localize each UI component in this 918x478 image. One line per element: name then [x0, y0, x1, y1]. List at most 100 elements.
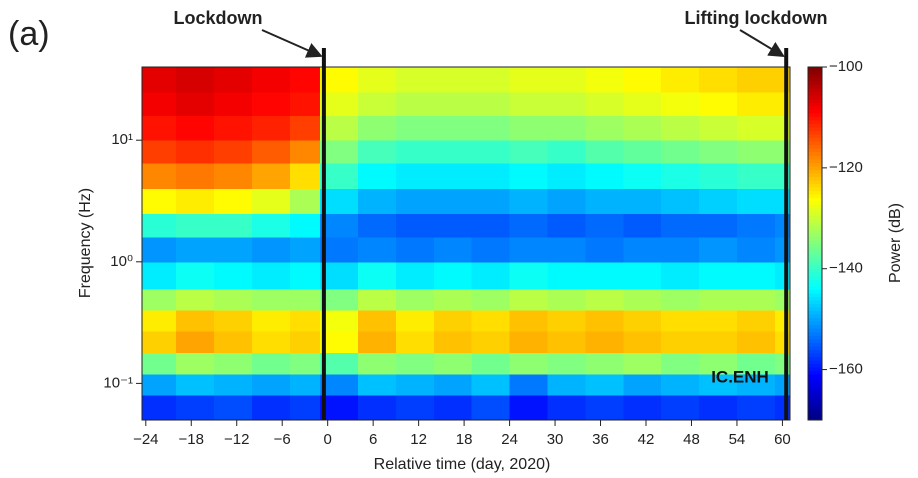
colorbar-step — [808, 416, 822, 421]
cell — [736, 162, 776, 190]
colorbar-step — [808, 296, 822, 301]
colorbar-label: Power (dB) — [887, 203, 904, 283]
cell — [661, 352, 700, 375]
cell — [623, 310, 662, 332]
colorbar-step — [808, 105, 822, 110]
colorbar-step — [808, 169, 822, 174]
cell — [585, 395, 624, 421]
cell — [289, 330, 321, 353]
cell — [471, 115, 511, 141]
cell — [289, 310, 321, 332]
cell — [547, 330, 586, 353]
cell — [214, 288, 253, 311]
colorbar-step — [808, 208, 822, 213]
cell — [358, 162, 397, 190]
cell — [585, 213, 624, 238]
cell — [358, 115, 397, 141]
cell — [251, 288, 291, 311]
colorbar-step — [808, 264, 822, 269]
cell — [358, 373, 397, 396]
cell — [320, 330, 359, 353]
cell — [320, 373, 359, 396]
colorbar-step — [808, 91, 822, 96]
colorbar-step — [808, 232, 822, 237]
cell — [547, 395, 586, 421]
cell — [623, 288, 662, 311]
colorbar-step — [808, 356, 822, 361]
cell — [289, 395, 321, 421]
colorbar-step — [808, 222, 822, 227]
cell — [585, 91, 624, 116]
cell — [433, 162, 473, 190]
cell — [433, 310, 473, 332]
cell — [358, 213, 397, 238]
cell — [358, 67, 397, 93]
colorbar-step — [808, 349, 822, 354]
cell — [661, 261, 700, 290]
cell — [736, 91, 776, 116]
cell — [358, 310, 397, 332]
cell — [585, 288, 624, 311]
cell — [214, 352, 253, 375]
cell — [320, 236, 359, 263]
cell — [320, 395, 359, 421]
cell — [176, 67, 215, 93]
colorbar-step — [808, 261, 822, 266]
cell — [320, 213, 359, 238]
cell — [214, 188, 253, 214]
cell — [623, 162, 662, 190]
colorbar-step — [808, 176, 822, 181]
cell — [214, 236, 253, 263]
colorbar-step — [808, 303, 822, 308]
cell — [176, 352, 215, 375]
cell — [433, 330, 473, 353]
cell — [623, 352, 662, 375]
cell — [214, 115, 253, 141]
colorbar-step — [808, 151, 822, 156]
colorbar-step — [808, 328, 822, 333]
cell — [289, 140, 321, 164]
colorbar-step — [808, 374, 822, 379]
colorbar-step — [808, 331, 822, 336]
colorbar-step — [808, 335, 822, 340]
cell — [585, 330, 624, 353]
cell — [214, 395, 253, 421]
cell — [433, 67, 473, 93]
colorbar-step — [808, 324, 822, 329]
colorbar-step — [808, 363, 822, 368]
cell — [142, 162, 177, 190]
cell — [585, 115, 624, 141]
cell — [585, 261, 624, 290]
x-tick-label: 48 — [683, 431, 700, 448]
colorbar-step — [808, 236, 822, 241]
y-tick-label: 10⁻¹ — [103, 374, 133, 391]
cell — [471, 288, 511, 311]
cell — [358, 236, 397, 263]
colorbar-step — [808, 81, 822, 86]
cell — [699, 373, 738, 396]
cell — [699, 261, 738, 290]
cell — [736, 330, 776, 353]
colorbar-step — [808, 289, 822, 294]
cell — [661, 288, 700, 311]
colorbar-step — [808, 144, 822, 149]
cell — [661, 162, 700, 190]
cell — [471, 310, 511, 332]
cell — [251, 261, 291, 290]
colorbar-step — [808, 229, 822, 234]
colorbar-step — [808, 271, 822, 276]
cell — [358, 352, 397, 375]
colorbar-step — [808, 388, 822, 393]
event-label: Lockdown — [174, 8, 263, 28]
cell — [471, 395, 511, 421]
colorbar-step — [808, 307, 822, 312]
cell — [547, 115, 586, 141]
colorbar-step — [808, 370, 822, 375]
event-label: Lifting lockdown — [685, 8, 828, 28]
colorbar-step — [808, 204, 822, 209]
cell — [471, 91, 511, 116]
colorbar-frame — [807, 66, 823, 421]
cell — [547, 236, 586, 263]
cell — [509, 288, 548, 311]
cell — [509, 91, 548, 116]
